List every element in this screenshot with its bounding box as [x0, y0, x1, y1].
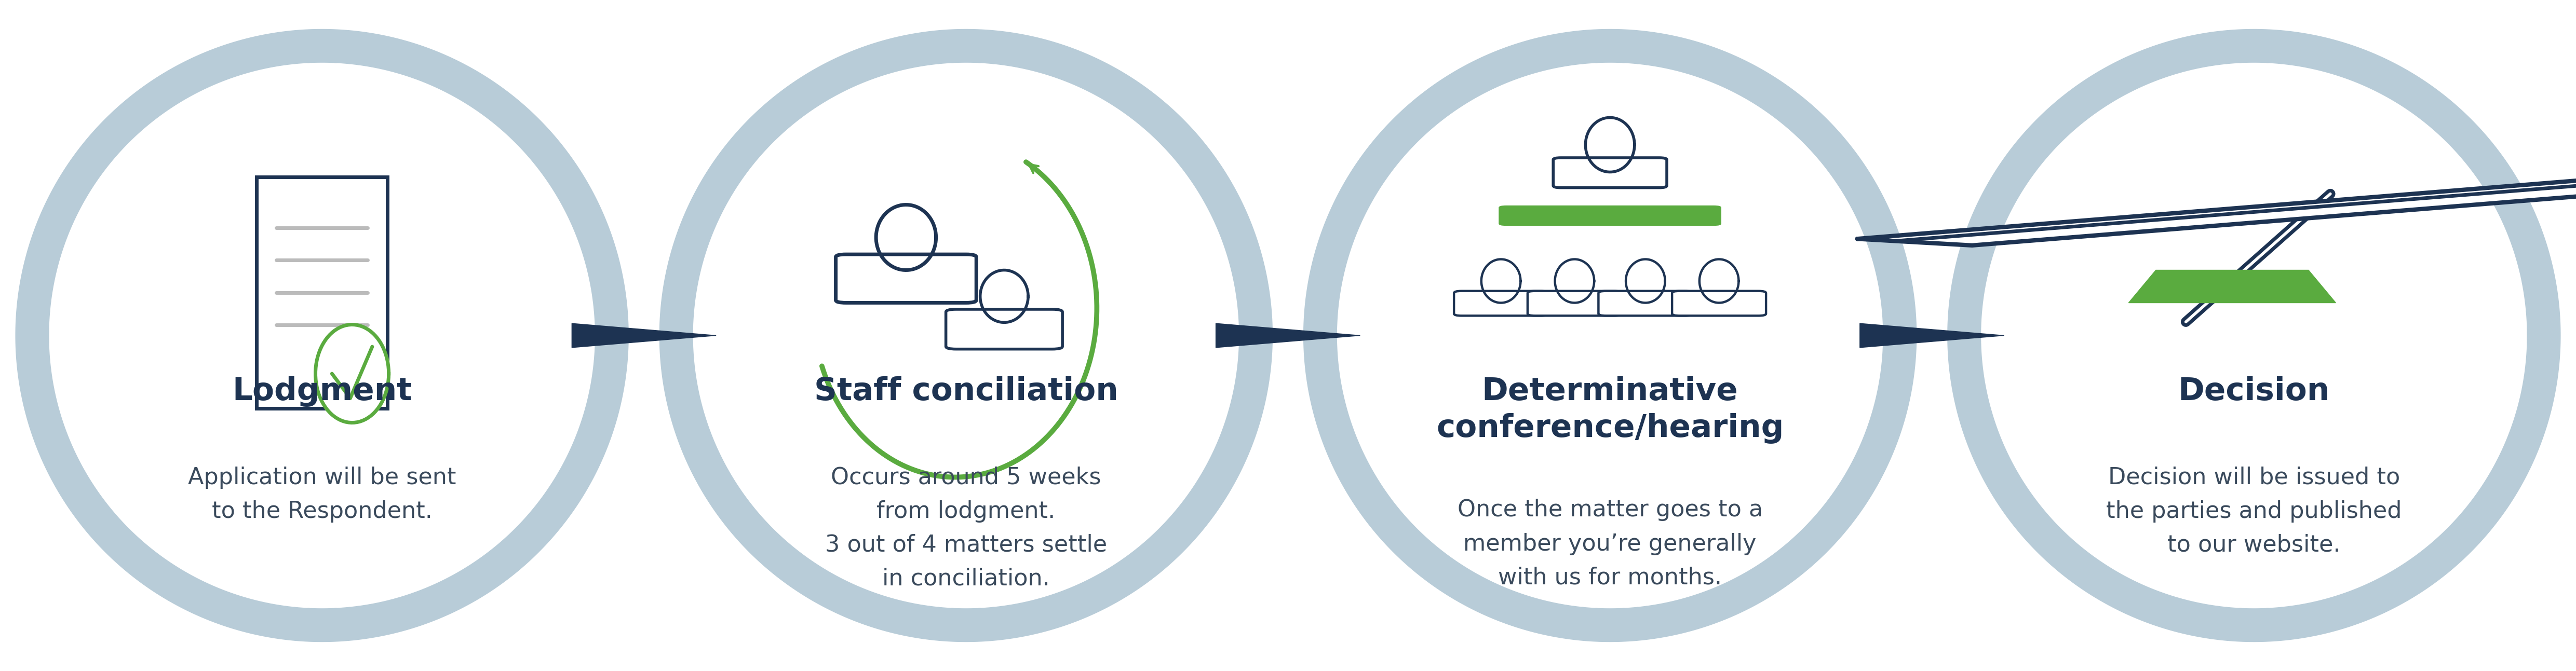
Text: Occurs around 5 weeks
from lodgment.
3 out of 4 matters settle
in conciliation.: Occurs around 5 weeks from lodgment. 3 o…: [824, 466, 1108, 590]
Polygon shape: [1584, 117, 1636, 172]
Text: Application will be sent
to the Respondent.: Application will be sent to the Responde…: [188, 466, 456, 522]
FancyBboxPatch shape: [835, 254, 976, 303]
Polygon shape: [314, 325, 389, 423]
FancyBboxPatch shape: [1499, 205, 1721, 226]
Polygon shape: [1481, 259, 1520, 303]
FancyBboxPatch shape: [945, 309, 1061, 349]
Polygon shape: [1625, 259, 1664, 303]
Polygon shape: [15, 30, 629, 641]
Text: Staff conciliation: Staff conciliation: [814, 376, 1118, 407]
Polygon shape: [1981, 63, 2527, 608]
Text: Decision: Decision: [2179, 376, 2329, 407]
FancyBboxPatch shape: [1672, 291, 1767, 316]
Polygon shape: [693, 63, 1239, 608]
FancyBboxPatch shape: [1600, 291, 1692, 316]
FancyBboxPatch shape: [1553, 158, 1667, 188]
Polygon shape: [49, 63, 595, 608]
Text: Lodgment: Lodgment: [232, 376, 412, 407]
Polygon shape: [1303, 30, 1917, 641]
Text: Once the matter goes to a
member you’re generally
with us for months.: Once the matter goes to a member you’re …: [1458, 499, 1762, 589]
Polygon shape: [1556, 259, 1595, 303]
Text: Determinative
conference/hearing: Determinative conference/hearing: [1437, 376, 1783, 444]
Polygon shape: [572, 323, 716, 348]
FancyBboxPatch shape: [258, 176, 386, 409]
Polygon shape: [876, 205, 935, 270]
Text: Decision will be issued to
the parties and published
to our website.: Decision will be issued to the parties a…: [2107, 466, 2401, 556]
Polygon shape: [1216, 323, 1360, 348]
Polygon shape: [1860, 323, 2004, 348]
Polygon shape: [1337, 63, 1883, 608]
FancyBboxPatch shape: [1528, 291, 1620, 316]
Polygon shape: [1857, 180, 2576, 246]
Polygon shape: [1700, 259, 1739, 303]
Polygon shape: [659, 30, 1273, 641]
Polygon shape: [2128, 270, 2336, 303]
Polygon shape: [981, 270, 1028, 323]
Polygon shape: [1947, 30, 2561, 641]
FancyBboxPatch shape: [1453, 291, 1548, 316]
